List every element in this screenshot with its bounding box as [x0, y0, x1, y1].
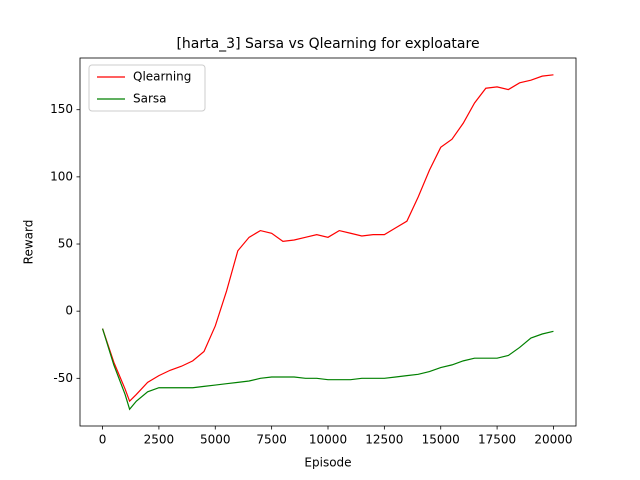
- x-tick-label: 15000: [422, 433, 460, 447]
- axes-frame: [79, 57, 577, 427]
- x-tick-label: 2500: [144, 433, 175, 447]
- line-series: [101, 328, 554, 411]
- y-axis-label: Reward: [22, 220, 36, 265]
- y-tick-label: 150: [50, 102, 73, 116]
- y-tick-label: 0: [65, 304, 73, 318]
- x-axis-label: Episode: [304, 456, 351, 470]
- x-tick-label: 20000: [534, 433, 572, 447]
- x-tick-label: 10000: [309, 433, 347, 447]
- line-series: [101, 74, 554, 403]
- y-tick-label: 100: [50, 169, 73, 183]
- y-tick-label: -50: [53, 371, 73, 385]
- x-tick-label: 7500: [256, 433, 287, 447]
- legend-label: Qlearning: [133, 70, 191, 84]
- chart-title: [harta_3] Sarsa vs Qlearning for exploat…: [176, 36, 479, 52]
- x-tick-label: 12500: [365, 433, 403, 447]
- y-tick-label: 50: [58, 237, 73, 251]
- x-tick-label: 17500: [478, 433, 516, 447]
- x-tick-label: 5000: [200, 433, 231, 447]
- legend-label: Sarsa: [133, 92, 167, 106]
- x-tick-label: 0: [99, 433, 107, 447]
